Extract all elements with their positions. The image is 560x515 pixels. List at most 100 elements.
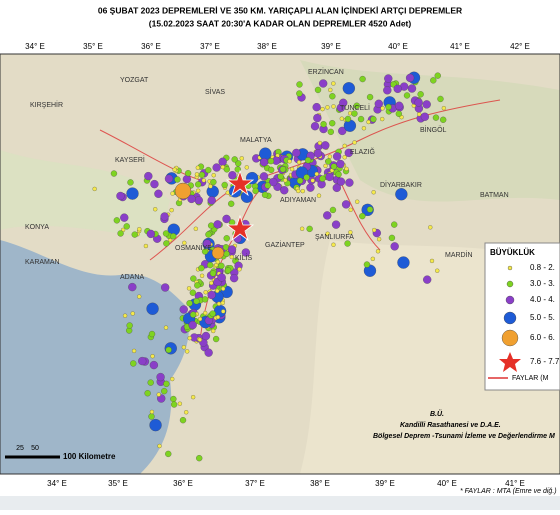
quake	[357, 115, 365, 123]
quake	[338, 126, 347, 136]
quake	[434, 72, 441, 79]
quake	[198, 264, 205, 272]
quake	[223, 235, 230, 242]
quake	[325, 158, 332, 165]
quake	[371, 190, 376, 195]
legend-label: 4.0 - 4.	[530, 295, 555, 304]
quake	[130, 360, 137, 367]
quake	[228, 171, 237, 180]
city-label: KİLİS	[235, 253, 252, 262]
quake	[120, 213, 129, 222]
quake	[320, 106, 325, 112]
quake	[335, 171, 342, 178]
quake	[264, 182, 271, 189]
quake	[223, 166, 230, 173]
quake	[252, 187, 259, 195]
credit: Bölgesel Deprem -Tsunami İzleme ve Değer…	[373, 432, 555, 440]
quake	[344, 240, 351, 247]
quake	[432, 114, 440, 121]
quake	[217, 273, 226, 282]
city-label: KAYSERİ	[115, 155, 145, 164]
quake	[390, 242, 399, 251]
quake	[113, 217, 120, 224]
quake	[321, 141, 330, 150]
quake	[170, 401, 178, 408]
quake	[215, 314, 221, 320]
quake	[229, 273, 239, 283]
quake	[131, 348, 137, 354]
quake	[128, 282, 137, 292]
quake	[206, 185, 219, 198]
quake	[146, 302, 159, 315]
longitude-label: 39° E	[321, 42, 341, 51]
quake	[221, 181, 228, 189]
longitude-label: 40° E	[437, 479, 457, 488]
quake	[348, 207, 353, 212]
quake	[440, 116, 447, 123]
quake	[317, 140, 322, 146]
quake	[196, 188, 201, 193]
quake	[156, 372, 165, 382]
quake	[296, 177, 304, 184]
quake	[137, 294, 142, 299]
quake	[144, 390, 151, 397]
longitude-label: 39° E	[375, 479, 395, 488]
quake	[92, 186, 97, 192]
quake	[201, 178, 206, 183]
quake	[327, 154, 332, 159]
quake	[215, 259, 220, 265]
longitude-label: 34° E	[47, 479, 67, 488]
quake	[137, 227, 142, 232]
quake	[207, 222, 215, 229]
quake	[269, 177, 278, 187]
quake	[198, 171, 206, 178]
quake	[331, 242, 336, 247]
quake	[303, 174, 310, 181]
quake	[280, 186, 289, 195]
quake	[385, 103, 392, 111]
quake	[146, 229, 155, 239]
quake	[319, 79, 328, 88]
quake	[218, 262, 225, 270]
quake	[150, 354, 155, 359]
quake	[199, 273, 205, 278]
quake	[149, 418, 162, 432]
quake	[185, 349, 190, 354]
quake	[177, 401, 183, 406]
quake	[205, 231, 212, 238]
longitude-label: 35° E	[108, 479, 128, 488]
quake	[384, 74, 393, 83]
quake	[138, 356, 147, 366]
quake	[194, 196, 203, 205]
quake	[244, 165, 249, 170]
quake	[228, 200, 235, 207]
quake	[319, 175, 326, 182]
quake	[160, 212, 169, 221]
quake	[165, 450, 172, 458]
quake	[261, 191, 269, 199]
quake	[323, 211, 332, 220]
quake	[148, 330, 156, 338]
quake	[344, 166, 349, 172]
scale-label: 100 Kilometre	[63, 452, 116, 461]
city-label: OSMANİYE	[175, 243, 212, 252]
quake	[343, 119, 357, 132]
quake	[241, 248, 250, 257]
quake	[441, 105, 447, 111]
quake	[195, 181, 202, 188]
quake	[170, 376, 175, 382]
quake	[161, 283, 170, 292]
quake	[172, 167, 177, 172]
quake	[395, 110, 403, 117]
scale-tick: 25	[16, 445, 24, 452]
quake	[372, 227, 377, 233]
quake	[148, 413, 155, 420]
city-label: BİNGÖL	[420, 125, 447, 134]
quake	[393, 84, 402, 93]
quake	[351, 110, 358, 117]
quake	[194, 282, 201, 289]
city-label: KONYA	[25, 224, 49, 231]
quake	[239, 156, 244, 161]
quake	[267, 157, 275, 165]
quake	[179, 305, 188, 314]
